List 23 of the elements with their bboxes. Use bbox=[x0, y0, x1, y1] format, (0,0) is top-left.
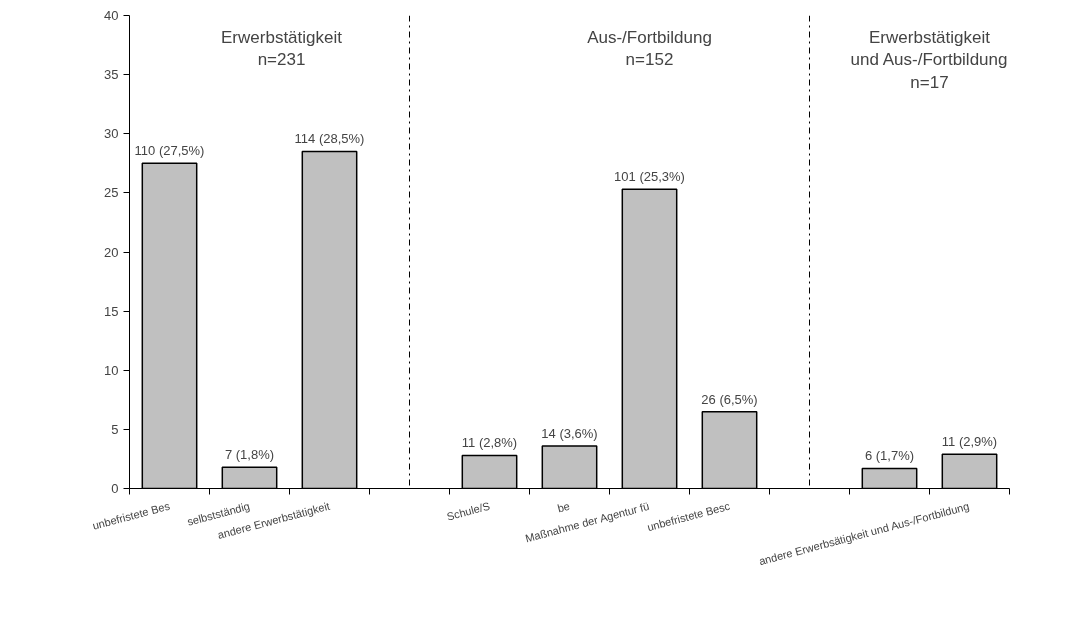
x-tick-label: be bbox=[556, 499, 572, 515]
y-tick-label: 20 bbox=[104, 244, 119, 260]
data-label: 101 (25,3%) bbox=[614, 169, 685, 185]
y-tick-label: 15 bbox=[104, 303, 119, 319]
data-label: 114 (28,5%) bbox=[294, 131, 365, 147]
data-label: 11 (2,8%) bbox=[461, 435, 518, 451]
y-tick-label: 30 bbox=[104, 126, 119, 142]
y-tick-label: 40 bbox=[104, 8, 119, 23]
data-label: 11 (2,9%) bbox=[941, 434, 998, 450]
y-tick-label: 0 bbox=[111, 481, 119, 496]
x-tick-label: Schule/S bbox=[445, 499, 492, 523]
y-tick-label: 10 bbox=[104, 362, 119, 378]
y-tick-label: 35 bbox=[104, 67, 119, 83]
data-label: 14 (3,6%) bbox=[541, 425, 598, 441]
y-tick-label: 25 bbox=[104, 185, 119, 201]
y-tick-label: 5 bbox=[111, 421, 119, 437]
annotation: Erwerbstätigkeit und Aus-/Fortbildung n=17 bbox=[850, 27, 1008, 93]
data-label: 6 (1,7%) bbox=[864, 448, 915, 464]
annotation: Erwerbstätigkeit n=231 bbox=[221, 27, 343, 70]
data-label: 26 (6,5%) bbox=[701, 391, 758, 407]
data-label: 110 (27,5%) bbox=[134, 143, 205, 159]
data-label: 7 (1,8%) bbox=[224, 447, 275, 463]
annotation: Aus-/Fortbildung n=152 bbox=[587, 27, 712, 70]
